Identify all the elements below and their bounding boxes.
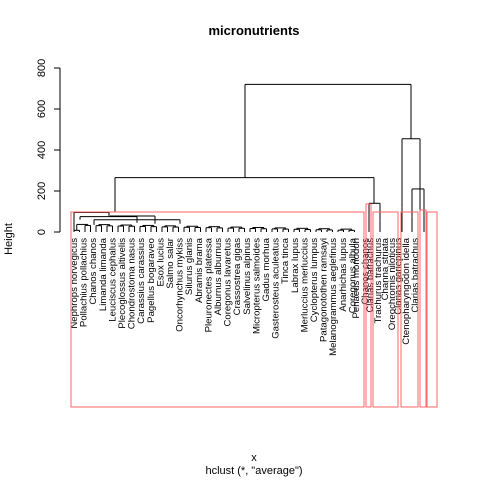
dendrogram-tree bbox=[73, 83, 425, 232]
leaf-label: Limanda limanda bbox=[98, 237, 109, 311]
leaf-label: Trachurus trachurus bbox=[373, 238, 384, 324]
cluster-rectangle bbox=[419, 209, 427, 408]
method-sublabel: hclust (*, "average") bbox=[205, 465, 302, 477]
leaf-label: Patagonotothen ramsayi bbox=[319, 238, 330, 342]
leaf-label: Melanogrammus aeglefinus bbox=[328, 238, 339, 356]
cluster-rectangle bbox=[400, 211, 419, 408]
cluster-rectangle bbox=[372, 211, 399, 408]
cluster-rectangle bbox=[70, 211, 365, 408]
y-axis-label: Height bbox=[3, 223, 15, 255]
y-tick-label: 0 bbox=[36, 229, 48, 235]
leaf-label: Abramis brama bbox=[194, 237, 205, 303]
chart-title: micronutrients bbox=[208, 23, 299, 38]
leaf-label: Cyclopterus lumpus bbox=[309, 238, 320, 322]
leaf-label: Merluccius merluccius bbox=[299, 238, 310, 333]
leaf-label: Salmo salar bbox=[165, 237, 176, 288]
leaf-label: Pollachius pollachius bbox=[79, 238, 90, 327]
leaf-label: Alburnus alburnus bbox=[213, 238, 224, 316]
cluster-rectangle bbox=[365, 203, 372, 408]
leaf-label: Leuciscus cephalus bbox=[107, 238, 118, 322]
y-tick-label: 400 bbox=[36, 141, 48, 159]
leaf-label: Esox lucius bbox=[155, 238, 166, 287]
cluster-rectangles bbox=[70, 203, 438, 408]
leaf-label: Tinca tinca bbox=[280, 237, 291, 284]
leaf-label: Nephrops norvegicus bbox=[69, 238, 80, 329]
cluster-rectangle bbox=[426, 211, 438, 408]
y-tick-label: 800 bbox=[36, 59, 48, 77]
leaf-label: Pleuronectes platessa bbox=[203, 237, 214, 332]
leaf-label: Plecoglossus altivelis bbox=[117, 238, 128, 329]
x-axis-label: x bbox=[251, 452, 257, 464]
leaf-label: Channa striata bbox=[380, 237, 391, 300]
leaf-label: Micropterus salmoides bbox=[251, 238, 262, 334]
leaf-label: Pagellus bogaraveo bbox=[146, 238, 157, 323]
y-tick-label: 200 bbox=[36, 182, 48, 200]
leaf-label: Crassostrea gigas bbox=[232, 238, 243, 316]
y-axis: 0 200 400 600 800 bbox=[36, 59, 61, 235]
leaf-label: Salvelinus alpinus bbox=[242, 238, 253, 315]
leaf-label: Penaeus monodon bbox=[351, 238, 362, 319]
leaf-label: Gasterosteus aculeatus bbox=[271, 238, 282, 339]
leaf-label: Chondrostoma nasus bbox=[127, 238, 138, 329]
leaf-label: Oreochromis niloticus bbox=[387, 238, 398, 330]
leaf-label: Silurus glanis bbox=[184, 238, 195, 295]
leaf-label: Anarhichas lupus bbox=[338, 238, 349, 312]
leaf-label: Coregonus albula bbox=[347, 237, 358, 313]
leaf-label: Clarias batrachus bbox=[410, 238, 421, 313]
leaf-label: Ctenopharyngodon idella bbox=[401, 237, 412, 344]
leaf-label: Labrax lupus bbox=[290, 238, 301, 293]
leaf-label: Carassius carassius bbox=[136, 238, 147, 324]
leaf-label: Oncorhynchus mykiss bbox=[175, 238, 186, 332]
leaf-label: Chanos chanos bbox=[88, 238, 99, 305]
leaf-label: Gadus morhua bbox=[261, 237, 272, 301]
y-tick-label: 600 bbox=[36, 100, 48, 118]
leaf-label: Coregonus lavaretus bbox=[223, 238, 234, 327]
